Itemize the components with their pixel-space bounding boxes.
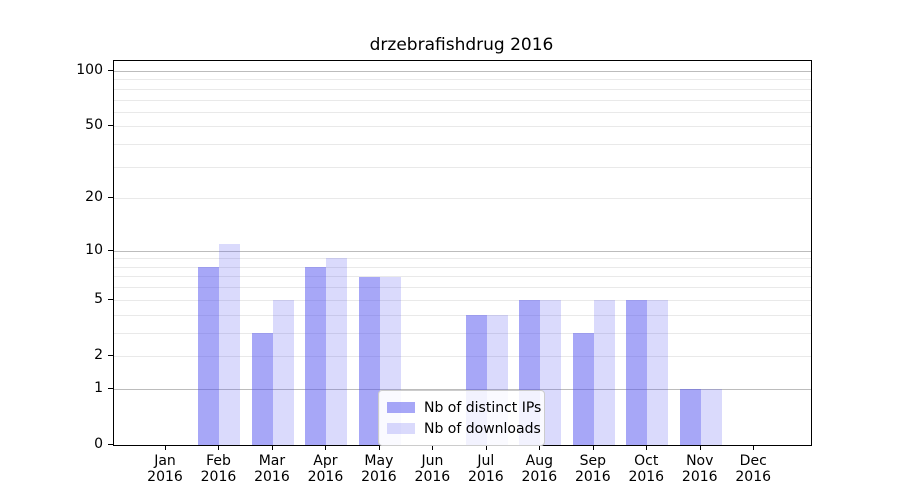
x-tick-jun <box>432 445 434 450</box>
x-tick-label-feb: Feb 2016 <box>200 453 237 485</box>
bar-ips-mar <box>251 332 273 445</box>
x-tick-nov <box>699 445 701 450</box>
gridline-y-8 <box>114 266 811 268</box>
x-tick-sep <box>592 445 594 450</box>
y-tick-label-10: 10 <box>85 241 103 258</box>
y-tick-label-0: 0 <box>94 436 103 452</box>
x-tick-label-dec: Dec 2016 <box>735 453 772 485</box>
bar-downloads-sep <box>593 299 615 445</box>
x-tick-aug <box>539 445 541 450</box>
x-tick-may <box>378 445 380 450</box>
y-tick-label-2: 2 <box>94 346 103 363</box>
x-tick-apr <box>325 445 327 450</box>
x-tick-label-may: May 2016 <box>361 453 397 485</box>
gridline-y-2 <box>114 355 811 357</box>
x-tick-label-jun: Jun 2016 <box>414 453 451 485</box>
bar-ips-sep <box>572 332 594 445</box>
x-tick-label-jan: Jan 2016 <box>147 453 183 485</box>
bar-ips-nov <box>679 388 701 445</box>
legend-label-downloads: Nb of downloads <box>424 420 541 437</box>
legend-label-ips: Nb of distinct IPs <box>424 399 542 416</box>
x-tick-oct <box>646 445 648 450</box>
y-tick-label-1: 1 <box>94 379 103 396</box>
x-tick-dec <box>753 445 755 450</box>
gridline-y-90 <box>114 79 811 81</box>
legend-item-ips: Nb of distinct IPs <box>387 397 541 418</box>
x-tick-feb <box>218 445 220 450</box>
x-tick-label-mar: Mar 2016 <box>254 453 290 485</box>
gridline-y-9 <box>114 258 811 260</box>
bar-ips-oct <box>626 299 648 445</box>
gridline-y-50 <box>114 126 811 128</box>
x-tick-label-sep: Sep 2016 <box>574 453 611 485</box>
y-tick-2 <box>108 354 113 356</box>
gridline-y-6 <box>114 287 811 289</box>
gridline-y-70 <box>114 99 811 101</box>
gridline-y-4 <box>114 314 811 316</box>
y-tick-10 <box>108 249 113 251</box>
gridline-y-40 <box>114 144 811 146</box>
y-tick-label-100: 100 <box>76 62 103 78</box>
gridline-y-60 <box>114 111 811 113</box>
y-tick-100 <box>108 70 113 71</box>
bar-ips-feb <box>198 266 220 445</box>
y-tick-1 <box>108 387 113 389</box>
gridline-y-1 <box>114 388 811 390</box>
gridline-y-5 <box>114 299 811 301</box>
plot-area <box>113 60 812 446</box>
y-tick-label-20: 20 <box>85 189 103 206</box>
legend-item-downloads: Nb of downloads <box>387 418 541 439</box>
x-tick-jul <box>485 445 487 450</box>
x-tick-label-apr: Apr 2016 <box>307 453 344 485</box>
y-tick-5 <box>108 298 113 300</box>
legend-swatch-ips <box>387 402 415 413</box>
y-tick-label-50: 50 <box>85 117 103 134</box>
legend-swatch-downloads <box>387 423 415 434</box>
bar-ips-may <box>358 276 380 445</box>
y-tick-0 <box>108 444 113 445</box>
x-tick-label-nov: Nov 2016 <box>681 453 718 485</box>
x-tick-label-oct: Oct 2016 <box>628 453 665 485</box>
x-tick-label-jul: Jul 2016 <box>468 453 504 485</box>
gridline-y-80 <box>114 88 811 90</box>
bar-downloads-nov <box>700 388 722 445</box>
legend: Nb of distinct IPs Nb of downloads <box>378 390 545 446</box>
gridline-y-7 <box>114 276 811 278</box>
y-tick-20 <box>108 197 113 199</box>
y-tick-label-5: 5 <box>94 290 103 307</box>
bar-downloads-mar <box>272 299 294 445</box>
bar-ips-apr <box>305 266 327 445</box>
bar-downloads-oct <box>647 299 669 445</box>
x-tick-label-aug: Aug 2016 <box>521 453 558 485</box>
bar-downloads-aug <box>540 299 562 445</box>
gridline-y-10 <box>114 250 811 252</box>
gridline-y-3 <box>114 332 811 334</box>
x-tick-jan <box>165 445 166 450</box>
chart-title: drzebrafishdrug 2016 <box>369 35 554 55</box>
bar-downloads-apr <box>326 258 348 445</box>
x-tick-mar <box>271 445 273 450</box>
y-tick-50 <box>108 125 113 127</box>
gridline-y-30 <box>114 166 811 168</box>
gridline-y-20 <box>114 198 811 200</box>
bar-downloads-feb <box>219 243 241 445</box>
gridline-y-100 <box>114 71 811 72</box>
